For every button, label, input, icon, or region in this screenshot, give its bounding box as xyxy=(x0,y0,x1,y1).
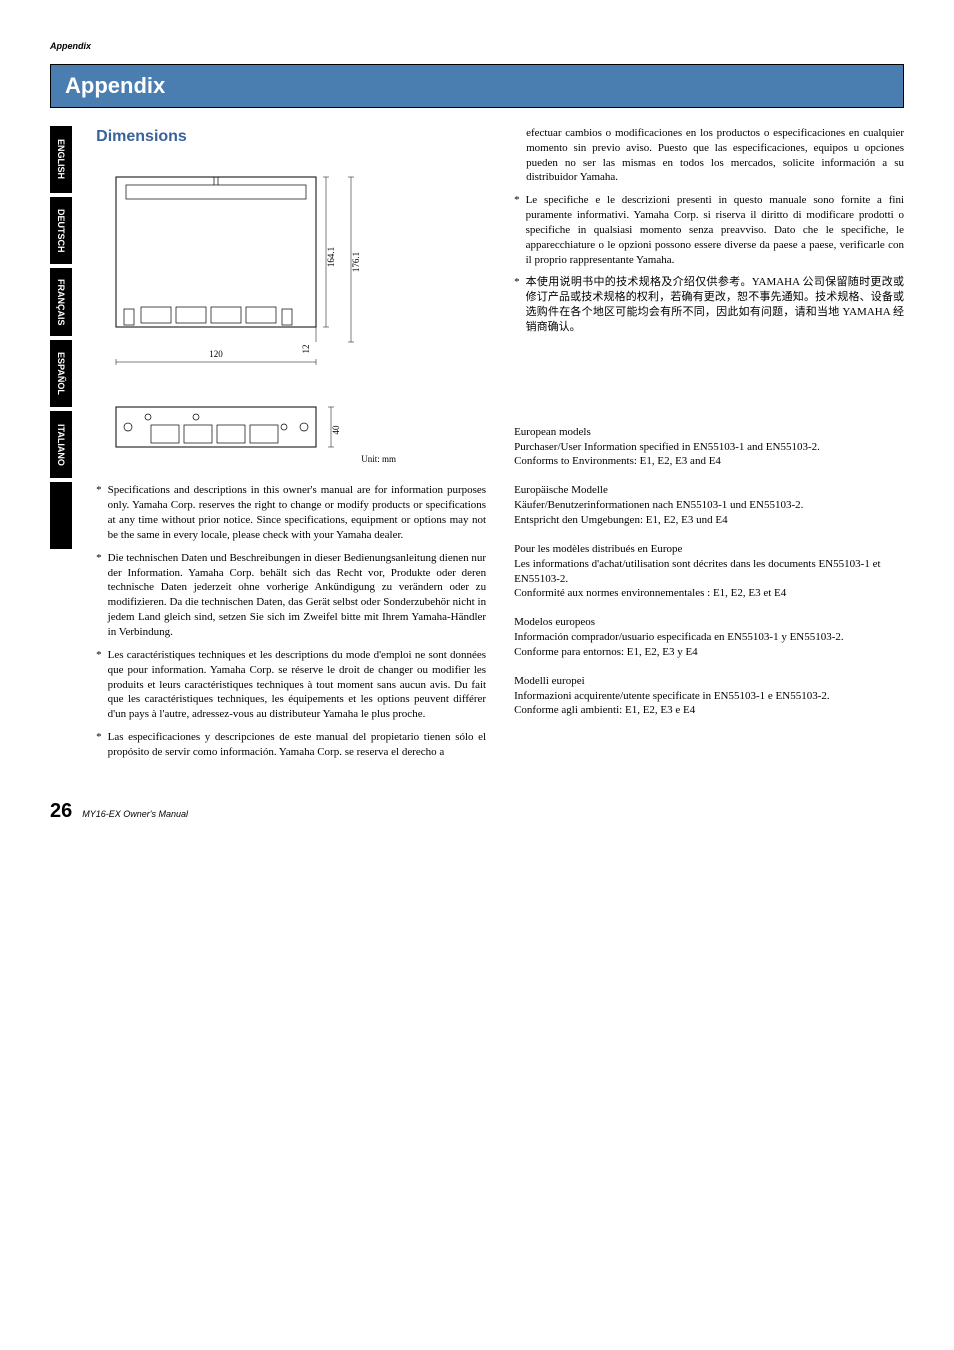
page-footer: 26 MY16-EX Owner's Manual xyxy=(50,798,904,825)
compliance-es: Modelos europeos Información comprador/u… xyxy=(514,615,904,660)
note-de: *Die technischen Daten und Beschreibunge… xyxy=(96,551,486,640)
compliance-en: European models Purchaser/User Informati… xyxy=(514,425,904,470)
lang-tab-francais: FRANÇAIS xyxy=(50,268,72,337)
left-column: Dimensions xyxy=(96,126,486,768)
dimensions-diagram: 164.1 176.1 12 120 xyxy=(96,157,486,467)
svg-text:120: 120 xyxy=(209,349,223,359)
lang-tab-deutsch: DEUTSCH xyxy=(50,197,72,264)
note-es-cont: efectuar cambios o modificaciones en los… xyxy=(526,126,904,185)
compliance-it: Modelli europei Informazioni acquirente/… xyxy=(514,674,904,719)
svg-text:40: 40 xyxy=(331,425,341,435)
dimensions-heading: Dimensions xyxy=(96,126,486,148)
page-number: 26 xyxy=(50,798,72,825)
appendix-title: Appendix xyxy=(50,64,904,108)
lang-tab-english: ENGLISH xyxy=(50,126,72,193)
lang-tab-espanol: ESPAÑOL xyxy=(50,340,72,407)
lang-tab-italiano: ITALIANO xyxy=(50,411,72,478)
svg-text:Unit: mm: Unit: mm xyxy=(361,454,396,464)
note-en: *Specifications and descriptions in this… xyxy=(96,483,486,542)
compliance-de: Europäische Modelle Käufer/Benutzerinfor… xyxy=(514,483,904,528)
compliance-fr: Pour les modèles distribués en Europe Le… xyxy=(514,542,904,601)
svg-text:12: 12 xyxy=(301,345,311,354)
note-es-part1: *Las especificaciones y descripciones de… xyxy=(96,730,486,760)
compliance-section: European models Purchaser/User Informati… xyxy=(514,425,904,719)
svg-text:176.1: 176.1 xyxy=(351,252,361,272)
note-fr: *Les caractéristiques techniques et les … xyxy=(96,648,486,722)
svg-text:164.1: 164.1 xyxy=(326,247,336,267)
note-zh: *本使用说明书中的技术规格及介绍仅供参考。YAMAHA 公司保留随时更改或修订产… xyxy=(514,275,904,334)
language-tabs: ENGLISH DEUTSCH FRANÇAIS ESPAÑOL ITALIAN… xyxy=(50,126,72,768)
manual-name: MY16-EX Owner's Manual xyxy=(82,808,188,820)
running-header: Appendix xyxy=(50,40,904,52)
right-column: efectuar cambios o modificaciones en los… xyxy=(514,126,904,768)
lang-tab-blank xyxy=(50,482,72,549)
note-it: *Le specifiche e le descrizioni presenti… xyxy=(514,193,904,267)
